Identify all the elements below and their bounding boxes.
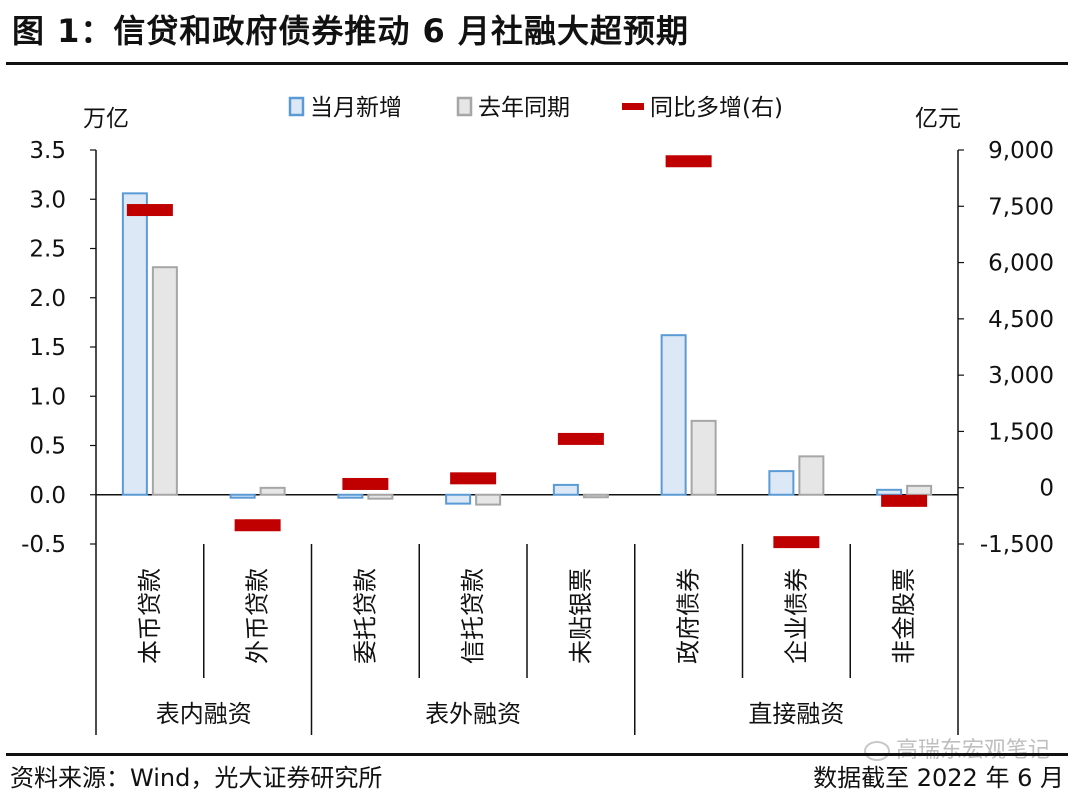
- legend-label-2: 去年同期: [478, 95, 570, 121]
- bar-lastyear-2: [259, 486, 286, 496]
- yoy-marker-7: [773, 536, 820, 549]
- bar-lastyear-3: [367, 493, 394, 500]
- bar-current-5: [552, 483, 579, 496]
- yoy-marker-3: [342, 477, 389, 490]
- bar-current-6: [660, 334, 687, 496]
- bar-lastyear-6: [690, 419, 717, 496]
- left-tick-label: 0.0: [29, 483, 66, 509]
- category-label-7: 企业债券: [782, 568, 810, 664]
- category-label-3: 委托贷款: [351, 568, 379, 664]
- category-label-6: 政府债券: [675, 568, 703, 664]
- left-axis-title: 万亿: [83, 106, 129, 132]
- bar-lastyear-4: [475, 493, 502, 506]
- left-tick-label: -0.5: [21, 532, 66, 558]
- right-tick-label: 9,000: [988, 138, 1054, 164]
- yoy-marker-1: [126, 204, 173, 217]
- legend-swatch-1: [288, 96, 305, 117]
- legend-label-3: 同比多增(右): [650, 95, 783, 121]
- title-divider: [6, 62, 1068, 65]
- source-note: 资料来源：Wind，光大证券研究所: [10, 764, 383, 792]
- legend-swatch-3: [622, 103, 644, 110]
- right-tick-label: 3,000: [988, 363, 1054, 389]
- left-tick-label: 3.0: [29, 187, 66, 213]
- bar-lastyear-5: [582, 493, 609, 499]
- right-tick-label: 6,000: [988, 251, 1054, 277]
- bar-current-3: [337, 493, 364, 499]
- left-tick-label: 1.5: [29, 335, 66, 361]
- left-tick-label: 2.0: [29, 286, 66, 312]
- bar-current-8: [876, 488, 903, 496]
- group-label-2: 表外融资: [425, 700, 521, 728]
- bar-current-7: [768, 470, 795, 496]
- left-tick-label: 2.5: [29, 237, 66, 263]
- category-label-8: 非金股票: [890, 568, 918, 664]
- category-label-2: 外币贷款: [244, 568, 272, 664]
- left-tick-label: 0.5: [29, 434, 66, 460]
- right-axis-title: 亿元: [915, 106, 961, 132]
- bar-current-4: [445, 493, 472, 505]
- yoy-marker-5: [557, 432, 604, 445]
- bar-current-1: [121, 192, 148, 496]
- legend-swatch-2: [456, 96, 473, 117]
- yoy-marker-6: [665, 155, 712, 168]
- date-note: 数据截至 2022 年 6 月: [813, 764, 1064, 792]
- left-tick-label: 3.5: [29, 138, 66, 164]
- yoy-marker-2: [234, 519, 281, 532]
- category-label-5: 未贴银票: [567, 568, 595, 664]
- right-tick-label: 0: [1039, 476, 1054, 502]
- yoy-marker-8: [881, 494, 928, 507]
- watermark: 高瑞东宏观笔记: [863, 732, 1050, 764]
- footer-divider: [6, 753, 1068, 756]
- bar-lastyear-7: [798, 455, 825, 496]
- category-label-4: 信托贷款: [459, 568, 487, 664]
- category-label-1: 本币贷款: [136, 568, 164, 664]
- bar-current-2: [229, 493, 256, 499]
- right-tick-label: 4,500: [988, 307, 1054, 333]
- chart-title: 图 1：信贷和政府债券推动 6 月社融大超预期: [12, 12, 689, 50]
- group-label-1: 表内融资: [156, 700, 252, 728]
- right-tick-label: -1,500: [980, 532, 1054, 558]
- bar-lastyear-1: [151, 266, 178, 496]
- legend-label-1: 当月新增: [310, 95, 402, 121]
- yoy-marker-4: [450, 472, 497, 485]
- watermark-text: 高瑞东宏观笔记: [895, 738, 1050, 763]
- right-tick-label: 7,500: [988, 194, 1054, 220]
- wechat-icon: [863, 741, 890, 761]
- bar-lastyear-8: [906, 484, 933, 496]
- left-tick-label: 1.0: [29, 384, 66, 410]
- right-tick-label: 1,500: [988, 419, 1054, 445]
- group-label-3: 直接融资: [748, 700, 844, 728]
